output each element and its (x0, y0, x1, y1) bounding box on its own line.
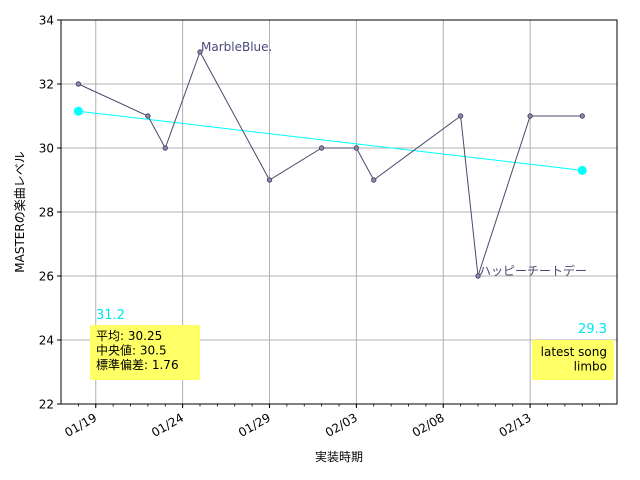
stats-line: 平均: 30.25 (96, 329, 162, 343)
x-axis-label: 実装時期 (315, 449, 363, 464)
data-point (75, 81, 82, 87)
data-point (475, 273, 481, 279)
data-point (371, 177, 377, 183)
latest-song-line: limbo (574, 360, 607, 374)
song-annotation: ハッピーチートデー (479, 263, 587, 278)
x-tick-label: 02/08 (410, 410, 447, 439)
x-tick-label: 02/03 (323, 410, 360, 439)
data-point (145, 113, 151, 119)
data-point (162, 145, 168, 151)
trend-line (78, 110, 583, 171)
trend-start-label: 31.2 (96, 308, 125, 323)
data-point (197, 49, 203, 55)
annotation-layer: MarbleBlue. ハッピーチートデー 31.2 29.3 平均: 30.25中央値… (90, 40, 614, 380)
y-axis-label: MASTERの楽曲レベル (13, 151, 27, 272)
data-point (318, 145, 325, 151)
song-annotation: MarbleBlue. (201, 40, 272, 54)
y-tick-label: 22 (39, 398, 54, 412)
series-line (78, 50, 583, 277)
series-layer (75, 49, 585, 279)
stats-line: 中央値: 30.5 (96, 343, 167, 358)
trend-end-label: 29.3 (578, 322, 607, 337)
latest-song-box (532, 340, 614, 380)
x-tick-label: 01/29 (236, 410, 273, 439)
y-tick-label: 24 (39, 334, 54, 348)
y-tick-label: 26 (39, 270, 54, 284)
latest-song-line: latest song (541, 345, 607, 359)
y-tick-label: 34 (39, 14, 54, 28)
x-tick-label: 02/13 (497, 410, 534, 439)
trend-start-point (73, 106, 83, 116)
trend-layer (73, 106, 587, 175)
data-point (266, 177, 273, 183)
x-tick-label: 01/19 (62, 410, 99, 439)
x-axis: 01/19 01/24 01/29 02/03 02/08 02/13 (62, 404, 601, 440)
x-tick-label: 01/24 (149, 410, 186, 439)
stats-box (90, 325, 200, 380)
data-point (527, 113, 533, 119)
y-tick-label: 30 (39, 142, 54, 156)
y-tick-label: 28 (39, 206, 54, 220)
y-tick-label: 32 (39, 78, 54, 92)
trend-end-point (577, 165, 587, 175)
y-axis: 22 24 26 28 30 32 34 (39, 14, 61, 412)
data-point (457, 113, 464, 119)
data-point (579, 113, 585, 119)
stats-line: 標準偏差: 1.76 (96, 357, 179, 372)
data-point (353, 145, 360, 151)
